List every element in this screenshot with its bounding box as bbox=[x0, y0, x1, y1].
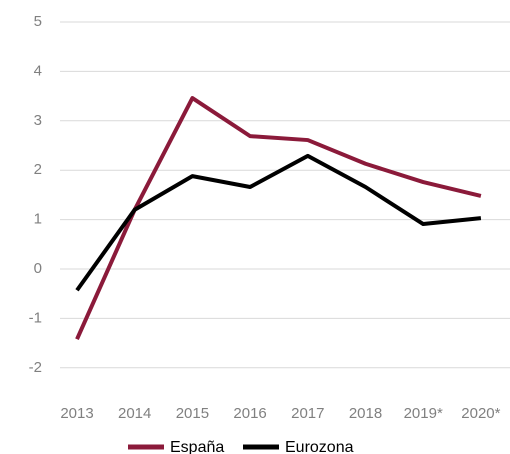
y-tick-label: 5 bbox=[34, 13, 42, 30]
x-tick-label: 2013 bbox=[60, 405, 93, 422]
legend-label: Eurozona bbox=[285, 439, 354, 454]
x-tick-label: 2014 bbox=[118, 405, 151, 422]
legend-label: España bbox=[170, 439, 224, 454]
y-tick-label: 1 bbox=[34, 211, 42, 228]
x-tick-label: 2017 bbox=[291, 405, 324, 422]
line-series bbox=[75, 96, 482, 340]
x-tick-label: 2019* bbox=[404, 405, 443, 422]
y-tick-label: 3 bbox=[34, 112, 42, 129]
line-series bbox=[75, 153, 482, 292]
x-tick-label: 2020* bbox=[461, 405, 500, 422]
x-tick-label: 2018 bbox=[349, 405, 382, 422]
y-tick-label: -1 bbox=[29, 309, 42, 326]
y-tick-label: -2 bbox=[29, 359, 42, 376]
x-tick-label: 2016 bbox=[233, 405, 266, 422]
y-tick-label: 4 bbox=[34, 62, 42, 79]
x-tick-label: 2015 bbox=[176, 405, 209, 422]
y-tick-label: 0 bbox=[34, 260, 42, 277]
y-tick-label: 2 bbox=[34, 161, 42, 178]
